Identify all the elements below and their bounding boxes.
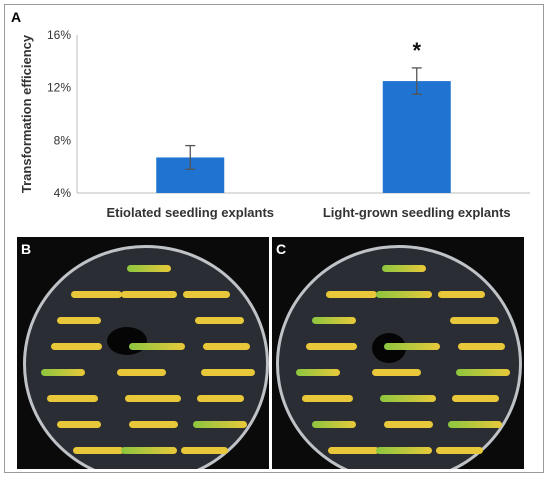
explant (372, 369, 421, 376)
explant (450, 317, 499, 324)
x-category-label: Light-grown seedling explants (323, 205, 511, 220)
explant (382, 265, 426, 272)
explant (121, 447, 177, 454)
explant (57, 317, 101, 324)
explant (51, 343, 102, 350)
explant (376, 291, 432, 298)
explant (73, 447, 124, 454)
explant (456, 369, 510, 376)
explant (47, 395, 98, 402)
explant (384, 343, 440, 350)
panel-label-b: B (21, 241, 32, 257)
explant (312, 421, 356, 428)
explant (203, 343, 250, 350)
petri-dish-photo-etiolated: B (17, 237, 269, 469)
y-axis-label: Transformation efficiency (19, 34, 34, 193)
explant (312, 317, 356, 324)
explant (117, 369, 166, 376)
explant (71, 291, 122, 298)
explant (201, 369, 255, 376)
y-tick-label: 8% (54, 133, 72, 147)
figure-frame: A 4% 8% 12% 16% Transformation efficiency Eti… (4, 4, 544, 473)
explant (448, 421, 502, 428)
explant (129, 343, 185, 350)
explant (438, 291, 485, 298)
explant (302, 395, 353, 402)
explant (452, 395, 499, 402)
y-tick-label: 4% (54, 186, 72, 200)
explant (384, 421, 433, 428)
explant (121, 291, 177, 298)
bar-chart: 4% 8% 12% 16% Transformation efficiency Etiol… (19, 28, 530, 220)
explant (125, 395, 181, 402)
explant (380, 395, 436, 402)
panel-label-a: A (11, 9, 22, 25)
explant (57, 421, 101, 428)
explant (306, 343, 357, 350)
petri-dish (23, 245, 269, 469)
plate-center-mark (107, 327, 147, 355)
explant (458, 343, 505, 350)
explant (183, 291, 230, 298)
explant (296, 369, 340, 376)
bar (382, 81, 451, 193)
explant (181, 447, 228, 454)
significance-marker: * (412, 38, 421, 63)
explant (436, 447, 483, 454)
explant (376, 447, 432, 454)
y-tick-label: 12% (47, 81, 71, 95)
explant (195, 317, 244, 324)
bar-chart-panel: A 4% 8% 12% 16% Transformation efficiency Eti… (5, 5, 545, 237)
explant (326, 291, 377, 298)
panel-label-c: C (276, 241, 287, 257)
explant (193, 421, 247, 428)
explant (328, 447, 379, 454)
explant (127, 265, 171, 272)
explant (197, 395, 244, 402)
x-category-label: Etiolated seedling explants (106, 205, 274, 220)
y-tick-label: 16% (47, 28, 71, 42)
explant (129, 421, 178, 428)
petri-dish-photo-light-grown: C (272, 237, 524, 469)
explant (41, 369, 85, 376)
